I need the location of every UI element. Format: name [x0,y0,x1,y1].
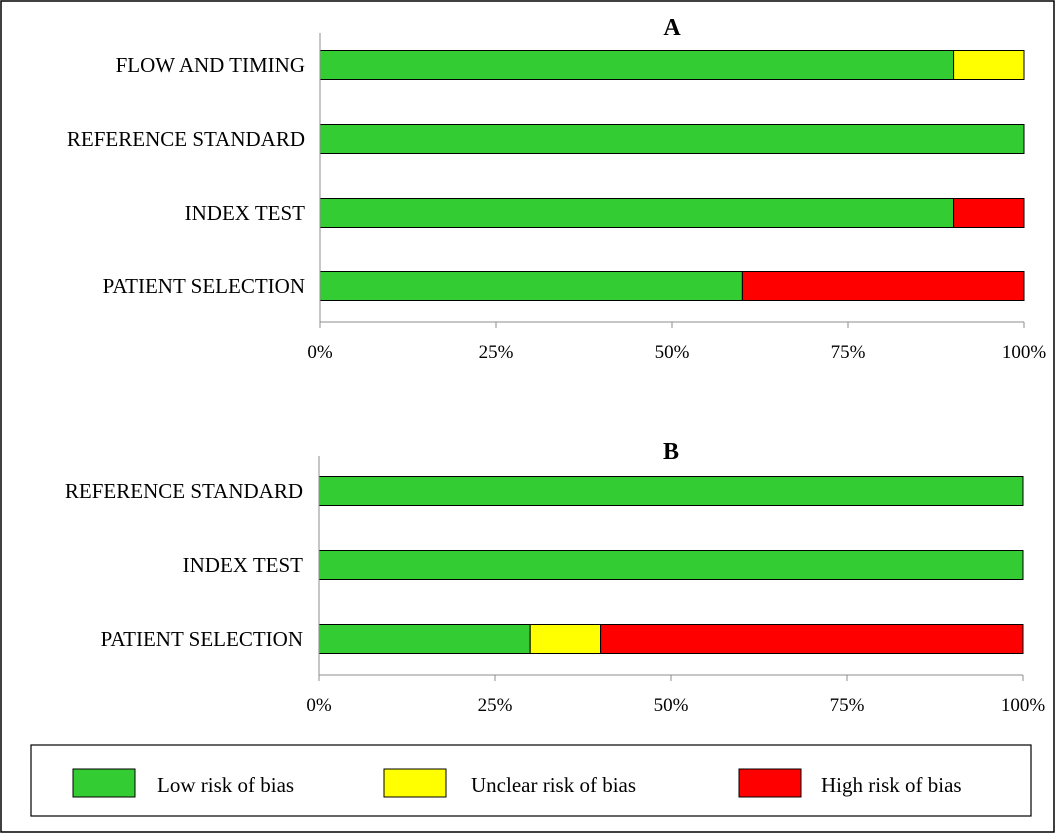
panel-a-category-label-index-test: INDEX TEST [185,201,306,225]
legend-swatch-high [738,768,802,798]
panel-b-x-tick-label-25: 25% [478,695,513,716]
panel-a-x-tick-label-50: 50% [655,342,690,363]
panel-b-category-label-reference-standard: REFERENCE STANDARD [65,479,303,503]
panel-a-bar-flow-and-timing-low [319,50,955,80]
panel-b-bar-reference-standard-low [318,476,1024,506]
panel-b-bar-index-test-low [318,550,1024,580]
panel-a-bar-index-test-high [953,198,1025,228]
panel-a-bar-flow-and-timing-unclear [953,50,1025,80]
panel-b-x-tick-label-75: 75% [830,695,865,716]
panel-a-x-tick-label-100: 100% [1002,342,1047,363]
legend-swatch-unclear [383,768,447,798]
legend-swatch-low [72,768,136,798]
panel-b-category-label-patient-selection: PATIENT SELECTION [101,627,303,651]
panel-b-x-tick-label-0: 0% [306,695,332,716]
panel-b-x-tick-label-50: 50% [654,695,689,716]
panel-a-title: A [663,15,681,41]
panel-b-chart: B REFERENCE STANDARD INDEX TEST PATIENT SEL… [65,439,1045,716]
legend-label-low: Low risk of bias [157,773,294,797]
legend-label-unclear: Unclear risk of bias [471,773,636,797]
panel-a-bar-patient-selection-low [319,271,743,301]
panel-b-title: B [663,439,679,465]
legend: Low risk of bias Unclear risk of bias High… [30,744,1032,817]
panel-a-x-tick-label-75: 75% [831,342,866,363]
panel-b-bar-patient-selection-unclear [529,624,602,654]
panel-b-x-tick-label-100: 100% [1001,695,1046,716]
panel-a-x-tick-label-0: 0% [307,342,333,363]
panel-a-category-label-patient-selection: PATIENT SELECTION [103,274,305,298]
panel-a-chart: A FLOW AND TIMING REFERENCE STANDARD INDEX … [67,15,1046,363]
panel-a-x-tick-label-25: 25% [479,342,514,363]
panel-a-bar-reference-standard-low [319,124,1025,154]
panel-b-bar-patient-selection-high [600,624,1024,654]
legend-label-high: High risk of bias [821,773,962,797]
panel-a-bar-index-test-low [319,198,955,228]
panel-a-category-label-flow-and-timing: FLOW AND TIMING [116,53,305,77]
panel-a-bar-patient-selection-high [741,271,1025,301]
panel-a-category-label-reference-standard: REFERENCE STANDARD [67,127,305,151]
panel-b-category-label-index-test: INDEX TEST [183,553,304,577]
panel-b-bar-patient-selection-low [318,624,531,654]
legend-box [30,744,1032,817]
